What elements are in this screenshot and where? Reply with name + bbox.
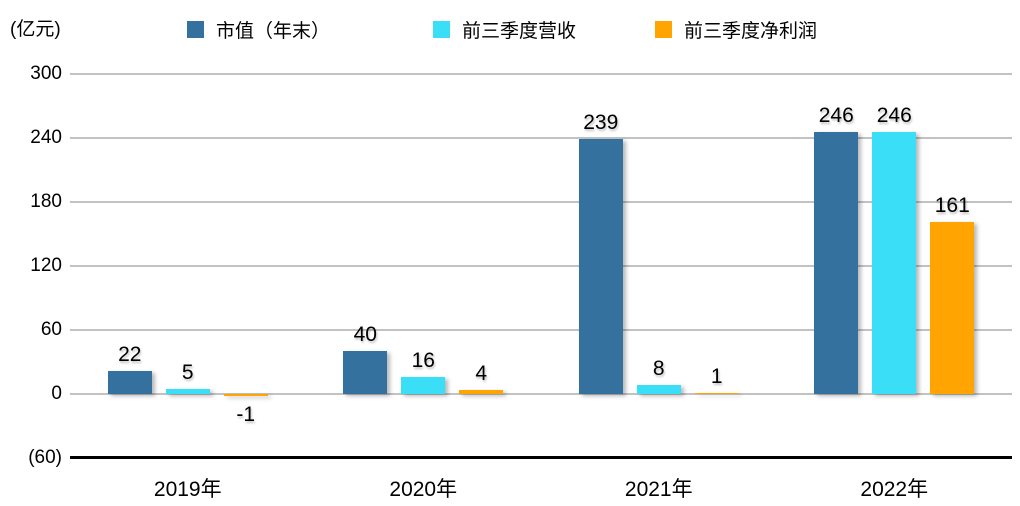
bar-2019年-series-0 — [107, 370, 152, 394]
bar-2019年-series-2 — [223, 394, 268, 396]
gridline — [70, 201, 1012, 203]
value-label: 16 — [411, 348, 435, 372]
x-tick-label: 2020年 — [389, 478, 458, 501]
legend-item-2: 前三季度净利润 — [655, 16, 817, 43]
value-label: -1 — [236, 402, 256, 426]
gridline — [70, 73, 1012, 75]
legend-item-0: 市值（年末） — [187, 16, 330, 43]
bar-2021年-series-2 — [694, 392, 739, 394]
legend-swatch-icon — [433, 21, 450, 38]
y-tick-label: 0 — [51, 383, 62, 404]
gridline — [70, 137, 1012, 139]
value-label: 8 — [652, 357, 665, 381]
value-label: 161 — [934, 194, 970, 218]
value-label: 4 — [475, 361, 488, 385]
y-tick-label: 300 — [30, 63, 62, 84]
bar-2020年-series-1 — [401, 376, 446, 394]
value-label: 1 — [710, 364, 723, 388]
gridline — [70, 393, 1012, 395]
legend: 市值（年末） 前三季度营收 前三季度净利润 — [0, 0, 1020, 50]
y-tick-label: 60 — [40, 319, 62, 340]
legend-swatch-icon — [187, 21, 204, 38]
bar-2021年-series-0 — [578, 139, 623, 394]
y-tick-label: 120 — [30, 255, 62, 276]
gridline — [70, 329, 1012, 331]
x-tick-label: 2022年 — [860, 478, 929, 501]
bar-2022年-series-1 — [872, 131, 917, 394]
y-axis-unit-label: (亿元) — [10, 19, 61, 40]
y-tick-label: 240 — [30, 127, 62, 148]
value-label: 22 — [118, 342, 142, 366]
bar-2019年-series-1 — [165, 388, 210, 394]
x-tick-label: 2021年 — [624, 478, 693, 501]
x-axis-line — [70, 456, 1012, 459]
legend-label: 市值（年末） — [216, 21, 331, 42]
y-tick-label: (60) — [28, 447, 62, 468]
y-tick-label: 180 — [30, 191, 62, 212]
bar-2022年-series-2 — [930, 222, 975, 394]
gridline — [70, 265, 1012, 267]
bar-2022年-series-0 — [814, 131, 859, 394]
value-label: 246 — [818, 103, 854, 127]
legend-item-1: 前三季度营收 — [433, 16, 576, 43]
legend-label: 前三季度营收 — [462, 21, 577, 42]
value-label: 239 — [583, 111, 619, 135]
x-tick-label: 2019年 — [153, 478, 222, 501]
value-label: 5 — [181, 360, 194, 384]
value-label: 40 — [353, 323, 377, 347]
legend-swatch-icon — [655, 21, 672, 38]
bar-2021年-series-1 — [636, 385, 681, 394]
legend-label: 前三季度净利润 — [684, 21, 818, 42]
value-label: 246 — [876, 103, 912, 127]
bar-2020年-series-0 — [343, 351, 388, 394]
bar-2020年-series-2 — [459, 389, 504, 394]
